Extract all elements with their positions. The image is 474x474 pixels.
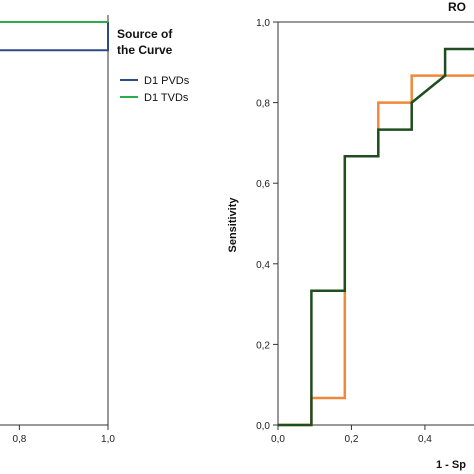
legend-title-line1: Source of [117, 27, 173, 41]
right-series-line-1 [278, 47, 474, 427]
left-axes [0, 15, 109, 426]
left-roc-chart: 0,8 1,0 Source of the Curve D1 PVDs D1 TVD… [0, 15, 190, 445]
chart-title: RO [448, 0, 466, 14]
left-x-ticks: 0,8 1,0 [12, 425, 115, 445]
legend-title-line2: the Curve [117, 43, 173, 57]
right-y-tick-label: 0,0 [256, 421, 270, 432]
legend-label-1: D1 PVDs [144, 75, 190, 87]
y-axis-title: Sensitivity [227, 197, 239, 253]
left-x-tick-label: 0,8 [12, 434, 26, 445]
legend-label-2: D1 TVDs [144, 92, 189, 104]
left-series-line-1 [0, 22, 109, 52]
right-y-tick-label: 0,8 [256, 99, 270, 110]
right-axes [277, 21, 474, 426]
right-y-tick-label: 0,6 [256, 179, 270, 190]
x-axis-title: 1 - Sp [436, 459, 466, 471]
legend-entries: D1 PVDs D1 TVDs [120, 75, 190, 104]
left-series-lines [0, 21, 109, 52]
right-roc-chart: RO 0,0 0,2 0,4 0,6 0,8 1,0 0,0 0,2 0,4 Sensitivi… [227, 0, 474, 471]
legend: Source of the Curve D1 PVDs D1 TVDs [117, 27, 190, 104]
right-series-line-2 [278, 74, 474, 427]
right-x-tick-label: 0,2 [345, 434, 359, 445]
right-y-tick-label: 1,0 [256, 18, 270, 29]
right-y-tick-label: 0,2 [256, 340, 270, 351]
left-x-tick-label: 1,0 [101, 434, 115, 445]
right-series-lines [278, 47, 474, 427]
right-ticks: 0,0 0,2 0,4 0,6 0,8 1,0 0,0 0,2 0,4 [256, 18, 432, 445]
right-y-tick-label: 0,4 [256, 260, 270, 271]
right-x-tick-label: 0,0 [271, 434, 285, 445]
right-x-tick-label: 0,4 [418, 434, 432, 445]
